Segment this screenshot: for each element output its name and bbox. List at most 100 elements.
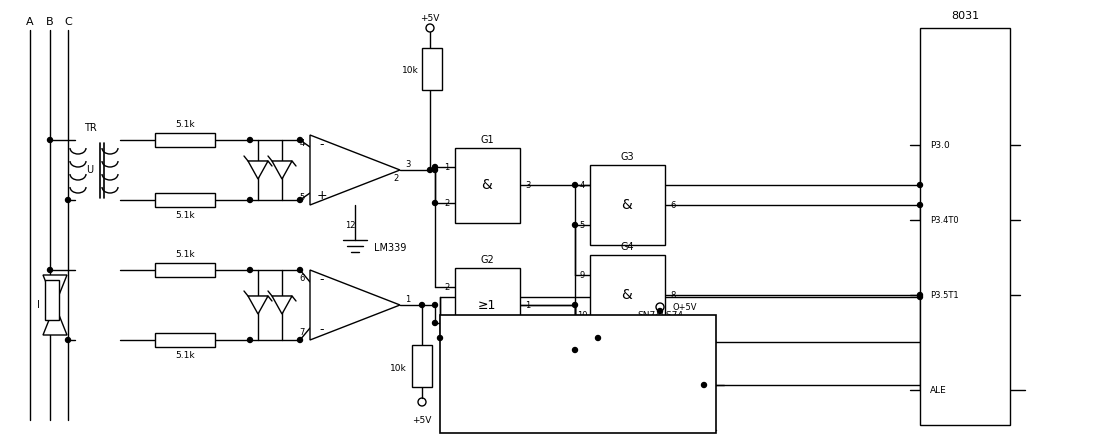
Text: 6: 6 — [300, 274, 304, 282]
Circle shape — [437, 335, 442, 341]
Bar — [440, 315, 716, 433]
Circle shape — [658, 308, 662, 313]
Circle shape — [247, 137, 253, 143]
Text: U: U — [87, 165, 93, 175]
Text: 10k: 10k — [402, 66, 418, 74]
Text: 1D: 1D — [646, 370, 657, 379]
Text: 3: 3 — [585, 400, 591, 410]
Bar — [452, 330, 558, 425]
Bar — [155, 333, 215, 347]
Text: 3: 3 — [405, 160, 411, 169]
Circle shape — [247, 268, 253, 272]
Text: +5V: +5V — [421, 14, 439, 22]
Text: -: - — [320, 274, 324, 286]
Bar — [155, 193, 215, 207]
Circle shape — [298, 198, 303, 202]
Polygon shape — [310, 135, 400, 205]
Polygon shape — [43, 305, 67, 335]
Circle shape — [433, 165, 437, 169]
Text: P3.0: P3.0 — [930, 140, 950, 150]
Text: TR: TR — [83, 123, 97, 133]
Text: 5: 5 — [565, 337, 571, 347]
Polygon shape — [248, 161, 268, 179]
Text: 9: 9 — [712, 337, 716, 347]
Circle shape — [433, 201, 437, 205]
Text: -: - — [320, 139, 324, 151]
Text: 8: 8 — [670, 290, 675, 300]
Text: 7: 7 — [300, 327, 304, 337]
Circle shape — [918, 293, 922, 297]
Bar — [455, 268, 520, 343]
Text: -: - — [320, 323, 324, 337]
Text: 2: 2 — [445, 198, 449, 208]
Polygon shape — [272, 161, 292, 179]
Polygon shape — [43, 275, 67, 305]
Text: O+5V: O+5V — [673, 303, 697, 312]
Text: S   C1: S C1 — [493, 337, 517, 347]
Circle shape — [918, 183, 922, 187]
Text: 1: 1 — [405, 294, 411, 304]
Text: 6: 6 — [670, 201, 675, 209]
Text: 1D: 1D — [500, 370, 511, 379]
Circle shape — [433, 168, 437, 172]
Text: ALE: ALE — [930, 385, 946, 395]
Circle shape — [66, 337, 70, 342]
Circle shape — [419, 303, 425, 308]
Text: A: A — [26, 17, 34, 27]
Bar — [45, 280, 59, 320]
Circle shape — [572, 303, 578, 308]
Text: 5: 5 — [300, 193, 304, 202]
Text: C: C — [64, 17, 71, 27]
Text: LM339: LM339 — [373, 243, 406, 253]
Circle shape — [298, 137, 303, 143]
Circle shape — [427, 168, 433, 172]
Text: +: + — [316, 188, 327, 202]
Text: SN74LS74: SN74LS74 — [637, 311, 683, 319]
Polygon shape — [310, 270, 400, 340]
Text: R: R — [502, 407, 508, 417]
Text: S   C1: S C1 — [639, 337, 663, 347]
Text: P3.5T1: P3.5T1 — [930, 290, 959, 300]
Text: +5V: +5V — [413, 415, 432, 425]
Circle shape — [595, 335, 601, 341]
Text: G4: G4 — [620, 242, 634, 252]
Text: 3: 3 — [525, 180, 530, 190]
Circle shape — [298, 337, 303, 342]
Circle shape — [47, 137, 53, 143]
Text: 9: 9 — [580, 271, 584, 279]
Text: B: B — [46, 17, 54, 27]
Text: I: I — [36, 300, 40, 310]
Circle shape — [47, 268, 53, 272]
Text: ≥1: ≥1 — [478, 298, 496, 312]
Text: 2: 2 — [439, 370, 445, 379]
Text: 10: 10 — [583, 335, 593, 341]
Bar — [422, 48, 442, 90]
Text: 5: 5 — [580, 220, 584, 230]
Text: 6: 6 — [565, 381, 571, 389]
Text: P3.4T0: P3.4T0 — [930, 216, 959, 224]
Text: 5.1k: 5.1k — [176, 351, 194, 359]
Text: R: R — [648, 407, 654, 417]
Text: 11: 11 — [583, 347, 593, 353]
Circle shape — [433, 320, 437, 326]
Text: 4: 4 — [300, 139, 304, 147]
Text: 5.1k: 5.1k — [176, 210, 194, 220]
Circle shape — [918, 202, 922, 208]
Text: 8031: 8031 — [951, 11, 979, 21]
Text: 2: 2 — [393, 173, 399, 183]
Bar — [155, 263, 215, 277]
Text: 4: 4 — [439, 334, 445, 342]
Circle shape — [572, 223, 578, 227]
Text: 5.1k: 5.1k — [176, 120, 194, 128]
Text: G2: G2 — [480, 255, 494, 265]
Circle shape — [433, 303, 437, 308]
Text: &: & — [621, 288, 632, 302]
Text: 1: 1 — [525, 301, 530, 309]
Circle shape — [298, 268, 303, 272]
Text: G3: G3 — [620, 152, 634, 162]
Text: 2: 2 — [585, 370, 591, 379]
Text: 3: 3 — [445, 319, 450, 327]
Text: 3: 3 — [439, 345, 445, 355]
Bar — [598, 330, 704, 425]
Polygon shape — [248, 296, 268, 314]
